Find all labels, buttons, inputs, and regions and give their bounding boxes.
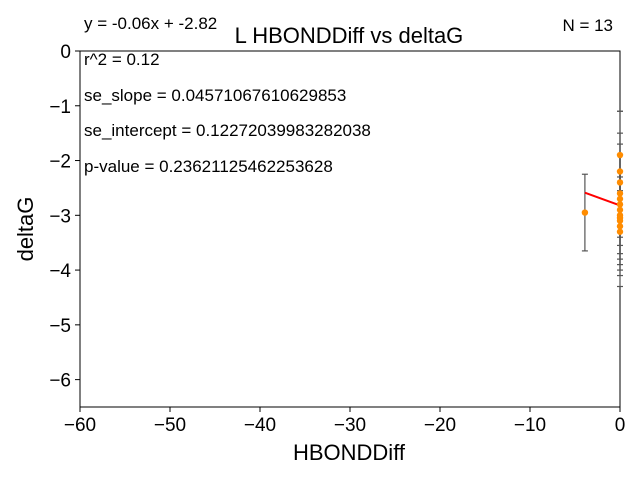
y-tick-label: 0 — [60, 42, 71, 63]
pvalue-annotation: p-value = 0.23621125462253628 — [84, 157, 333, 176]
data-point — [616, 201, 624, 208]
x-tick-label: 0 — [615, 415, 626, 436]
data-point — [616, 168, 624, 175]
x-tick-label: −20 — [424, 415, 456, 436]
x-tick-label: −10 — [514, 415, 546, 436]
x-tick-label: −40 — [244, 415, 276, 436]
data-point — [581, 209, 589, 216]
r2-annotation: r^2 = 0.12 — [84, 50, 160, 69]
y-tick-label: −3 — [49, 206, 71, 227]
x-tick-label: −30 — [334, 415, 366, 436]
n-annotation: N = 13 — [562, 16, 613, 35]
regression-line — [584, 191, 621, 207]
data-point — [616, 151, 624, 159]
data-point — [616, 206, 624, 214]
x-tick-label: −60 — [64, 415, 96, 436]
y-tick-label: −1 — [49, 97, 71, 118]
y-tick-label: −4 — [49, 261, 71, 282]
data-point — [616, 214, 624, 222]
data-point — [616, 195, 624, 203]
se-intercept-annotation: se_intercept = 0.12272039983282038 — [84, 121, 371, 140]
y-tick-label: −6 — [49, 371, 71, 392]
y-tick-label: −5 — [49, 316, 71, 337]
data-point — [616, 228, 624, 235]
data-point — [616, 190, 624, 197]
y-tick-label: −2 — [49, 152, 71, 173]
data-point — [616, 179, 624, 186]
chart-title: L HBONDDiff vs deltaG — [235, 23, 464, 48]
data-point — [616, 223, 624, 230]
x-axis-label: HBONDDiff — [293, 440, 406, 465]
se-slope-annotation: se_slope = 0.04571067610629853 — [84, 86, 346, 105]
equation-annotation: y = -0.06x + -2.82 — [84, 14, 217, 33]
y-axis-label: deltaG — [13, 197, 38, 262]
x-tick-label: −50 — [154, 415, 186, 436]
plot-area — [79, 50, 621, 408]
